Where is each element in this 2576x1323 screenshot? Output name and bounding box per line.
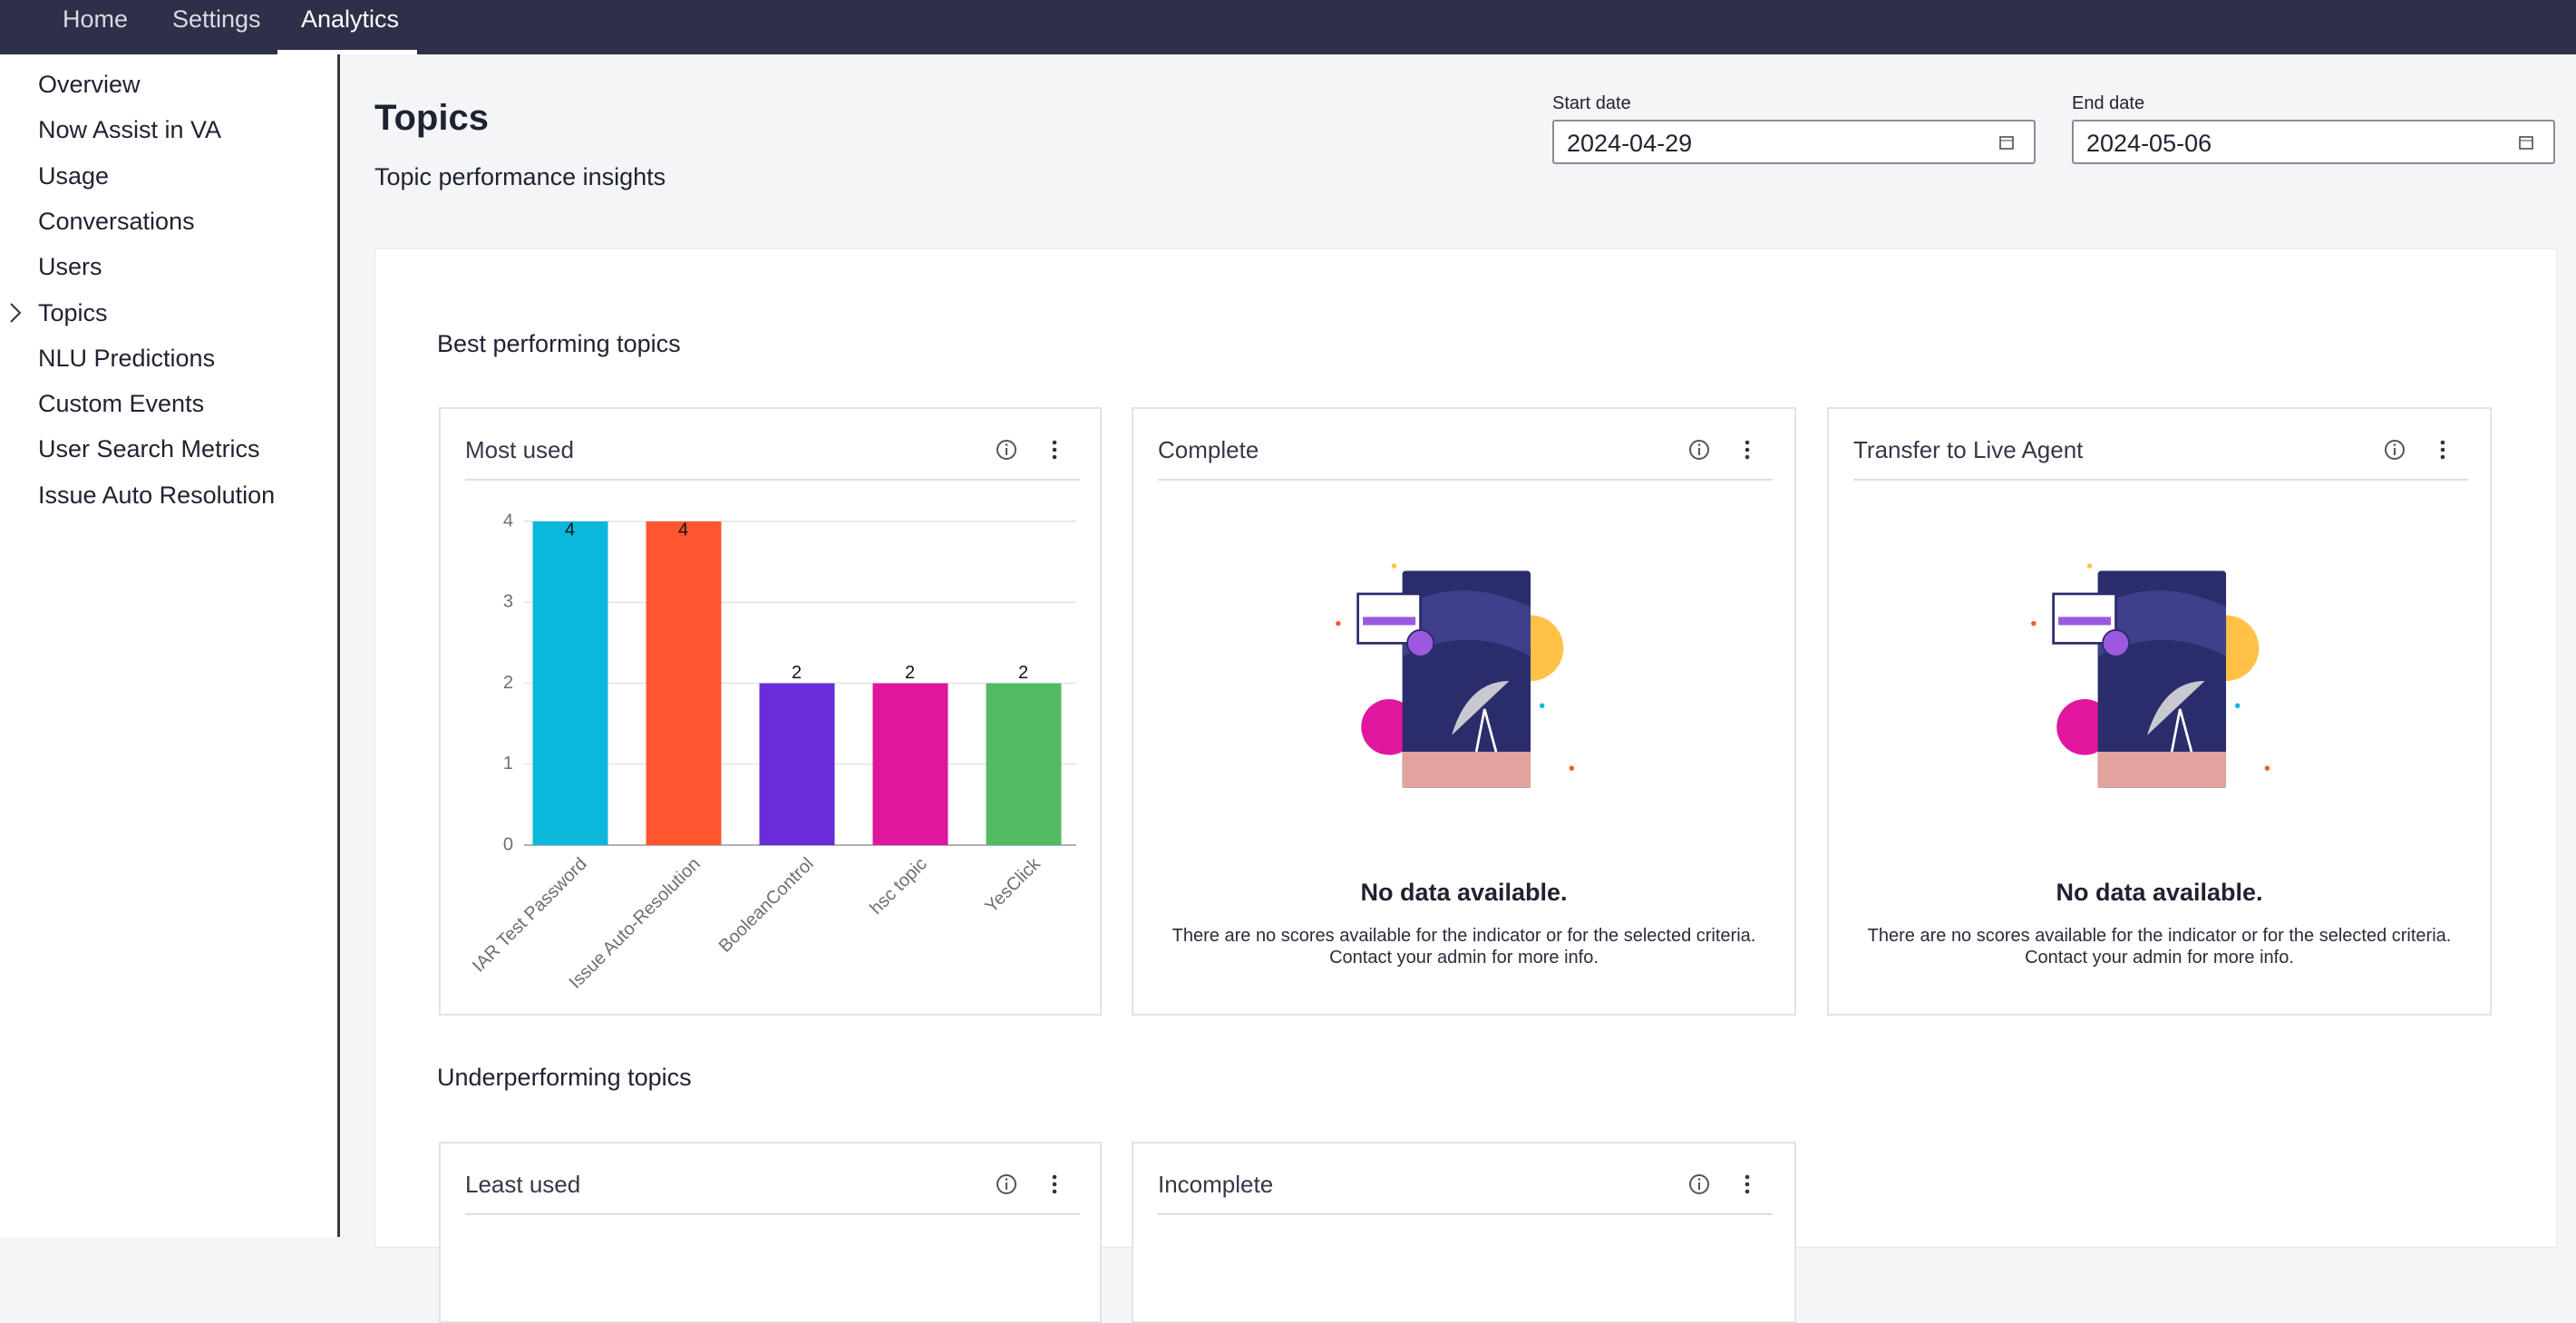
card: Incomplete bbox=[1132, 1142, 1796, 1323]
sidebar-item[interactable]: Topics bbox=[38, 298, 108, 326]
sidebar-item[interactable]: Conversations bbox=[38, 207, 195, 235]
card-title: Most used bbox=[465, 436, 574, 463]
page-title: Topics bbox=[374, 98, 489, 138]
x-tick-label: BooleanControl bbox=[715, 854, 818, 957]
divider bbox=[1158, 479, 1773, 481]
active-underline bbox=[277, 50, 417, 54]
divider bbox=[1158, 1213, 1773, 1215]
card-title: Complete bbox=[1158, 436, 1259, 463]
sidebar: Overview Now Assist in VA Usage Conversatio… bbox=[0, 54, 340, 1237]
bar bbox=[532, 521, 608, 845]
sidebar-item[interactable]: Usage bbox=[38, 161, 110, 190]
calendar-icon bbox=[1999, 136, 2014, 150]
value-label: 2 bbox=[792, 663, 802, 683]
y-tick-label: 1 bbox=[503, 754, 513, 773]
card: Least used bbox=[439, 1142, 1102, 1323]
y-tick-label: 2 bbox=[503, 673, 513, 693]
card-title: Incomplete bbox=[1158, 1171, 1274, 1198]
empty-message: There are no scores available for the in… bbox=[1171, 926, 1756, 946]
card-actions[interactable] bbox=[2384, 436, 2456, 463]
empty-card: Complete No data available. There are no… bbox=[1132, 407, 1796, 1016]
nav-tab[interactable]: Analytics bbox=[301, 5, 400, 33]
y-tick-label: 0 bbox=[503, 834, 513, 854]
x-tick-label: hsc topic bbox=[866, 854, 930, 919]
value-label: 4 bbox=[565, 520, 575, 540]
date-label: Start date bbox=[1552, 93, 1631, 113]
divider bbox=[465, 1213, 1080, 1215]
top-nav: Home Settings Analytics bbox=[0, 0, 2576, 54]
section-title: Underperforming topics bbox=[437, 1064, 692, 1091]
sidebar-item[interactable]: Now Assist in VA bbox=[38, 116, 222, 144]
date-value: 2024-05-06 bbox=[2086, 130, 2212, 157]
section-title: Best performing topics bbox=[437, 330, 681, 357]
chevron bbox=[10, 303, 22, 323]
empty-title: No data available. bbox=[1360, 879, 1568, 906]
sidebar-item[interactable]: NLU Predictions bbox=[38, 344, 216, 372]
divider bbox=[465, 479, 1080, 481]
empty-illustration bbox=[2024, 558, 2270, 796]
value-label: 2 bbox=[1018, 663, 1028, 683]
value-label: 2 bbox=[905, 663, 915, 683]
nav-tab[interactable]: Home bbox=[63, 5, 129, 33]
bar bbox=[872, 683, 948, 845]
bar bbox=[986, 683, 1062, 845]
empty-message: There are no scores available for the in… bbox=[1867, 926, 2452, 946]
value-label: 4 bbox=[678, 520, 688, 540]
y-tick-label: 4 bbox=[503, 511, 513, 530]
x-tick-label: IAR Test Password bbox=[469, 854, 591, 977]
divider bbox=[1853, 479, 2468, 481]
x-tick-label: Issue Auto-Resolution bbox=[566, 854, 705, 993]
sidebar-item[interactable]: Issue Auto Resolution bbox=[38, 481, 276, 509]
empty-title: No data available. bbox=[2056, 879, 2263, 906]
nav-tab[interactable]: Settings bbox=[172, 5, 261, 33]
empty-hint: Contact your admin for more info. bbox=[1329, 948, 1599, 968]
card-title: Least used bbox=[465, 1171, 581, 1198]
card-title: Transfer to Live Agent bbox=[1853, 436, 2084, 463]
bar bbox=[759, 683, 835, 845]
sidebar-item[interactable]: User Search Metrics bbox=[38, 435, 260, 463]
sidebar-item[interactable]: Users bbox=[38, 253, 102, 281]
card-actions[interactable] bbox=[996, 1171, 1068, 1198]
card-actions[interactable] bbox=[1688, 436, 1761, 463]
empty-card: Transfer to Live Agent No data available… bbox=[1827, 407, 2492, 1016]
card-actions[interactable] bbox=[1688, 1171, 1761, 1198]
calendar-icon bbox=[2519, 136, 2533, 150]
date-input[interactable]: 2024-04-29 bbox=[1552, 120, 2036, 164]
empty-hint: Contact your admin for more info. bbox=[2025, 948, 2294, 968]
sidebar-item[interactable]: Custom Events bbox=[38, 390, 205, 418]
date-value: 2024-04-29 bbox=[1567, 130, 1693, 157]
chart: 0 1 2 3 4 IAR Test Password 4 Issue Auto-Resolu… bbox=[469, 511, 1076, 993]
page-subtitle: Topic performance insights bbox=[374, 163, 666, 190]
date-input[interactable]: 2024-05-06 bbox=[2072, 120, 2555, 164]
x-tick-label: YesClick bbox=[981, 853, 1045, 917]
chart-card: Most used 0 1 2 3 4 IAR Test Password 4 Issue A… bbox=[439, 407, 1102, 1016]
date-label: End date bbox=[2072, 93, 2145, 113]
sidebar-item[interactable]: Overview bbox=[38, 71, 141, 98]
bar bbox=[646, 521, 722, 845]
empty-illustration bbox=[1328, 558, 1575, 796]
y-tick-label: 3 bbox=[503, 592, 513, 612]
